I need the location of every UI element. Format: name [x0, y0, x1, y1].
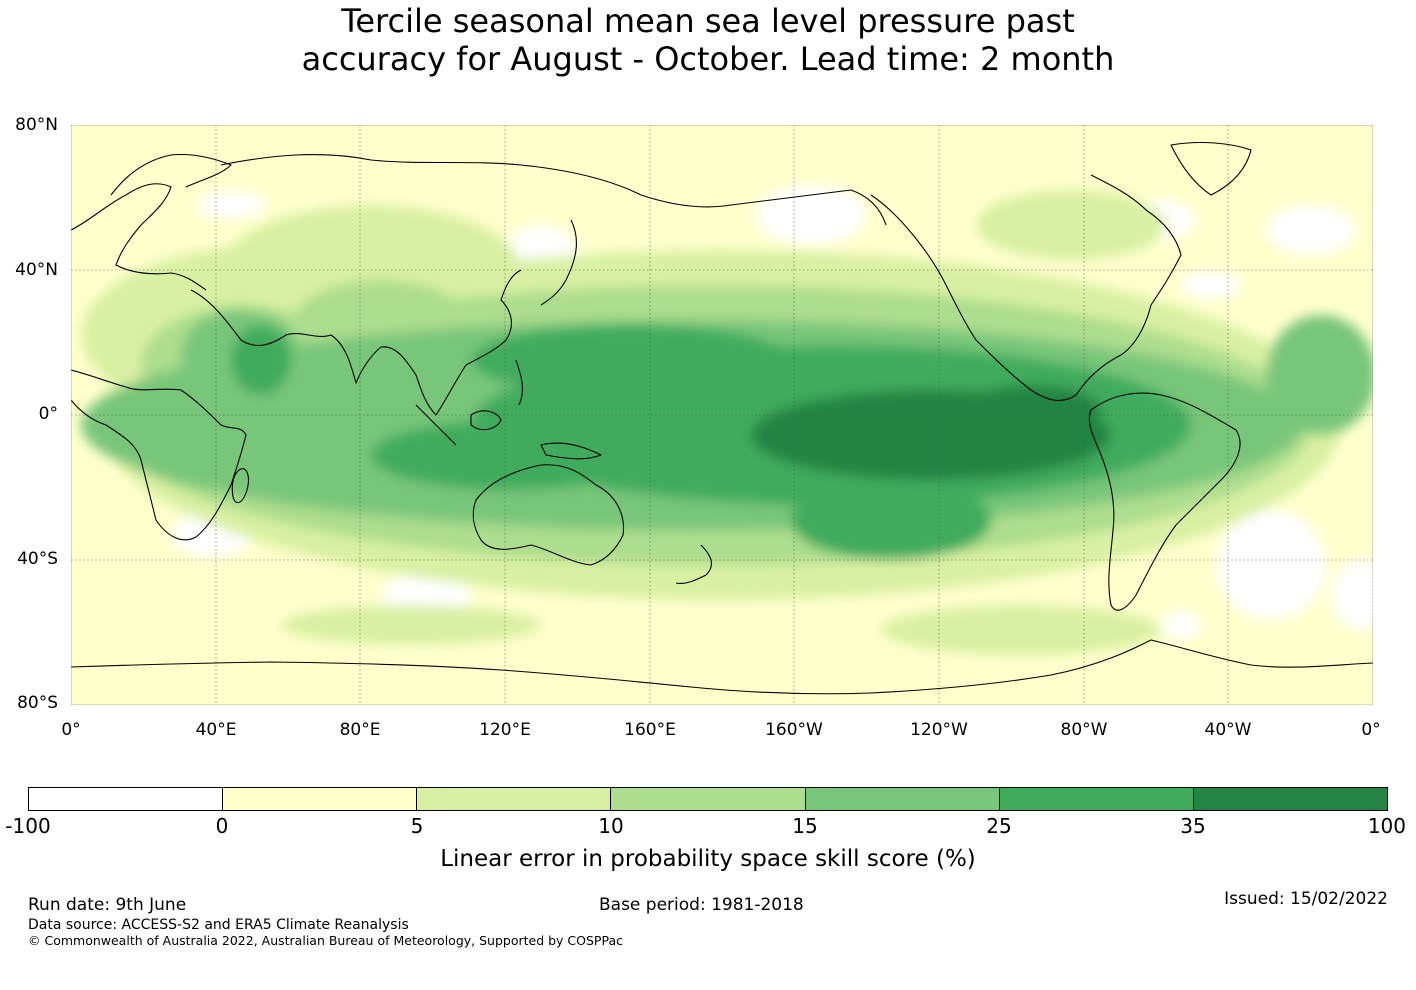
lon-label-160w: 160°W	[765, 720, 823, 740]
antarctica-coastline	[71, 639, 1373, 695]
colorbar-tick: 15	[792, 814, 818, 838]
lon-label-80e: 80°E	[339, 720, 381, 740]
copyright: © Commonwealth of Australia 2022, Austra…	[28, 933, 623, 948]
colorbar-tick: 0	[215, 814, 229, 838]
colorbar-tick: 35	[1180, 814, 1206, 838]
lon-label-0-right: 0°	[1361, 720, 1381, 740]
colorbar-tick: 10	[598, 814, 624, 838]
south-america-coastline	[1088, 392, 1241, 611]
lat-label-80s: 80°S	[17, 693, 58, 713]
colorbar-label: Linear error in probability space skill …	[440, 846, 976, 872]
coastlines	[71, 142, 1373, 695]
gridlines	[71, 125, 1373, 705]
colorbar-segment	[29, 788, 224, 810]
sumatra-coastline	[415, 404, 457, 446]
issued-date: Issued: 15/02/2022	[1224, 889, 1388, 909]
colorbar-tick: 5	[410, 814, 424, 838]
colorbar-segment	[223, 788, 418, 810]
lon-label-80w: 80°W	[1060, 720, 1108, 740]
colorbar-tick: -100	[5, 814, 51, 838]
scandinavia-coastline	[110, 153, 232, 196]
lon-label-160e: 160°E	[624, 720, 676, 740]
lon-label-0: 0°	[61, 720, 81, 740]
lat-label-40s: 40°S	[17, 549, 58, 569]
philippines-coastline	[515, 359, 523, 406]
australia-coastline	[472, 464, 625, 566]
data-source: Data source: ACCESS-S2 and ERA5 Climate …	[28, 917, 409, 933]
borneo-coastline	[470, 410, 502, 431]
colorbar-segment	[1193, 788, 1387, 810]
lat-label-80n: 80°N	[15, 115, 58, 135]
title-line-2: accuracy for August - October. Lead time…	[301, 40, 1115, 78]
greenland-coastline	[1170, 142, 1252, 196]
new-guinea-coastline	[540, 442, 602, 460]
lat-label-0: 0°	[38, 404, 58, 424]
japan-coastline	[540, 219, 577, 306]
colorbar-tick: 100	[1367, 814, 1406, 838]
lon-label-120w: 120°W	[910, 720, 968, 740]
lon-label-120e: 120°E	[479, 720, 531, 740]
lon-label-40w: 40°W	[1204, 720, 1252, 740]
colorbar-segment	[805, 788, 1000, 810]
europe-coastline	[71, 183, 207, 291]
lon-label-40e: 40°E	[195, 720, 237, 740]
colorbar	[28, 787, 1388, 811]
title-line-1: Tercile seasonal mean sea level pressure…	[341, 2, 1075, 40]
colorbar-segment	[417, 788, 612, 810]
skill-score-map	[71, 125, 1373, 705]
new-zealand-coastline	[675, 544, 712, 584]
east-asia-coastline	[220, 153, 887, 226]
asia-coastline	[190, 269, 522, 416]
colorbar-segment	[611, 788, 806, 810]
map-title: Tercile seasonal mean sea level pressure…	[0, 2, 1416, 78]
africa-coastline	[71, 369, 247, 541]
madagascar-coastline	[231, 468, 249, 504]
lat-label-40n: 40°N	[15, 260, 58, 280]
run-date: Run date: 9th June	[28, 895, 187, 915]
colorbar-tick: 25	[986, 814, 1012, 838]
base-period: Base period: 1981-2018	[599, 895, 804, 915]
skill-shading	[81, 185, 1373, 655]
north-america-coastline	[870, 174, 1182, 401]
colorbar-segment	[999, 788, 1194, 810]
